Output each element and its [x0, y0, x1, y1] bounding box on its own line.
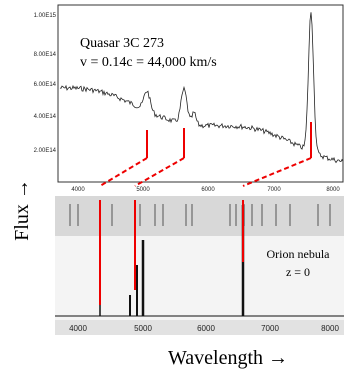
orion-redshift: z = 0: [286, 265, 310, 279]
x-axis-label: Wavelength →: [168, 347, 288, 369]
orion-name: Orion nebula: [267, 247, 331, 261]
x-tick-label: 7000: [261, 324, 279, 333]
comb-strip: [55, 196, 344, 236]
quasar-velocity: v = 0.14c = 44,000 km/s: [80, 55, 217, 70]
top-frame: [58, 5, 343, 182]
x-tick-label: 4000: [69, 324, 87, 333]
x-tick-label: 4000: [71, 187, 85, 193]
y-tick-label: 2.00E14: [34, 148, 57, 154]
x-tick-label: 8000: [321, 324, 339, 333]
x-tick-label: 6000: [201, 187, 215, 193]
x-tick-label: 7000: [267, 187, 281, 193]
x-tick-label: 6000: [197, 324, 215, 333]
figure: Quasar 3C 273 v = 0.14c = 44,000 km/s Or…: [0, 0, 344, 374]
y-axis-label: Flux →: [11, 179, 33, 241]
x-tick-label: 5000: [136, 187, 150, 193]
x-tick-label: 5000: [134, 324, 152, 333]
y-tick-label: 4.00E14: [34, 114, 57, 120]
y-tick-label: 1.00E15: [34, 13, 57, 19]
quasar-name: Quasar 3C 273: [80, 36, 164, 51]
y-tick-label: 8.00E14: [34, 52, 57, 58]
x-tick-label: 8000: [326, 187, 340, 193]
y-tick-label: 6.00E14: [34, 82, 57, 88]
